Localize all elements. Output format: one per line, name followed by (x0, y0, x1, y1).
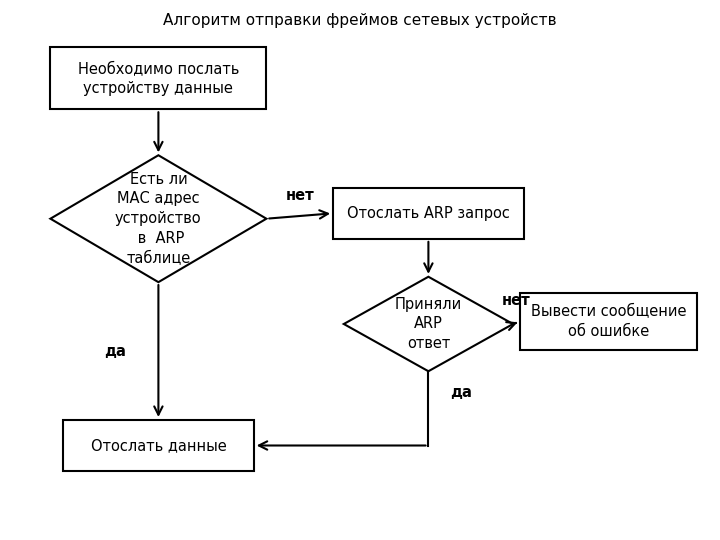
FancyBboxPatch shape (63, 420, 254, 471)
Polygon shape (50, 156, 266, 282)
Text: нет: нет (503, 293, 531, 308)
Text: да: да (450, 384, 472, 400)
Text: Вывести сообщение
об ошибке: Вывести сообщение об ошибке (531, 304, 686, 339)
Text: да: да (104, 343, 126, 359)
Text: Есть ли
МАС адрес
устройство
 в  ARP
таблице: Есть ли МАС адрес устройство в ARP табли… (115, 172, 202, 266)
Text: Приняли
ARP
ответ: Приняли ARP ответ (395, 296, 462, 352)
FancyBboxPatch shape (333, 188, 524, 239)
Polygon shape (344, 276, 513, 372)
Text: Алгоритм отправки фреймов сетевых устройств: Алгоритм отправки фреймов сетевых устрой… (163, 14, 557, 29)
Text: Отослать ARP запрос: Отослать ARP запрос (347, 206, 510, 221)
Text: Необходимо послать
устройству данные: Необходимо послать устройству данные (78, 61, 239, 96)
Text: нет: нет (285, 187, 314, 202)
Text: Отослать данные: Отослать данные (91, 438, 226, 453)
FancyBboxPatch shape (50, 47, 266, 109)
FancyBboxPatch shape (520, 293, 696, 350)
